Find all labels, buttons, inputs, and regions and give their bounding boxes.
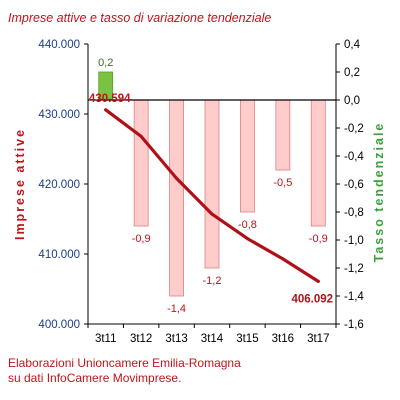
bar-label-3t13: -1,4 — [167, 303, 186, 315]
x-tick-label-3t11: 3t11 — [95, 333, 117, 345]
bar-label-3t14: -1,2 — [203, 275, 222, 287]
x-tick-label-3t14: 3t14 — [201, 333, 224, 345]
bar-3t13 — [169, 99, 184, 297]
footer-line-2: su dati InfoCamere Movimprese. — [8, 371, 182, 385]
bar-label-3t15: -0,8 — [238, 219, 257, 231]
bar-label-3t16: -0,5 — [273, 177, 292, 189]
bar-3t16 — [275, 99, 291, 171]
right-tick-label: -0,8 — [344, 207, 364, 219]
x-tick-label-3t15: 3t15 — [236, 333, 258, 345]
line-point-3t13 — [175, 176, 179, 180]
right-tick-label: -1,6 — [344, 319, 364, 331]
chart-title: Imprese attive e tasso di variazione ten… — [8, 11, 272, 25]
line-point-3t12 — [139, 134, 143, 138]
right-tick-label: -0,4 — [344, 151, 364, 163]
right-tick-label: 0,2 — [344, 67, 360, 79]
right-axis-title: Tasso tendenziale — [372, 122, 386, 263]
right-tick-label: 0,0 — [344, 95, 360, 107]
line-point-3t17 — [316, 279, 320, 283]
bar-label-3t12: -0,9 — [132, 233, 151, 245]
right-tick-label: -0,2 — [344, 123, 364, 135]
line-point-3t15 — [245, 237, 249, 241]
x-tick-label-3t12: 3t12 — [130, 333, 152, 345]
right-tick-label: -1,4 — [344, 291, 364, 303]
line-point-3t11 — [104, 108, 108, 112]
footer-line-1: Elaborazioni Unioncamere Emilia-Romagna — [8, 356, 241, 370]
bar-3t12 — [133, 99, 149, 227]
bar-3t15 — [240, 99, 255, 213]
x-tick-label-3t13: 3t13 — [165, 333, 187, 345]
bar-label-3t11: 0,2 — [98, 57, 113, 69]
footer-note: Elaborazioni Unioncamere Emilia-Romagna … — [8, 356, 241, 386]
left-tick-label: 420.000 — [38, 179, 80, 191]
left-axis-title: Imprese attive — [13, 128, 27, 240]
line-point-3t16 — [281, 257, 285, 261]
line-start-label: 430.594 — [89, 93, 131, 105]
line-end-label: 406.092 — [291, 293, 333, 305]
right-tick-label: -1,2 — [344, 263, 364, 275]
x-tick-label-3t17: 3t17 — [307, 333, 329, 345]
x-tick-label-3t16: 3t16 — [272, 333, 294, 345]
right-tick-label: -0,6 — [344, 179, 364, 191]
left-tick-label: 400.000 — [38, 319, 80, 331]
right-tick-label: -1,0 — [344, 235, 364, 247]
bar-3t17 — [310, 99, 326, 227]
right-tick-label: 0,4 — [344, 39, 361, 51]
left-tick-label: 440.000 — [38, 39, 80, 51]
bar-3t14 — [204, 99, 220, 269]
left-tick-label: 430.000 — [38, 109, 80, 121]
bar-label-3t17: -0,9 — [309, 233, 328, 245]
left-tick-label: 410.000 — [38, 249, 80, 261]
line-point-3t14 — [210, 212, 214, 216]
